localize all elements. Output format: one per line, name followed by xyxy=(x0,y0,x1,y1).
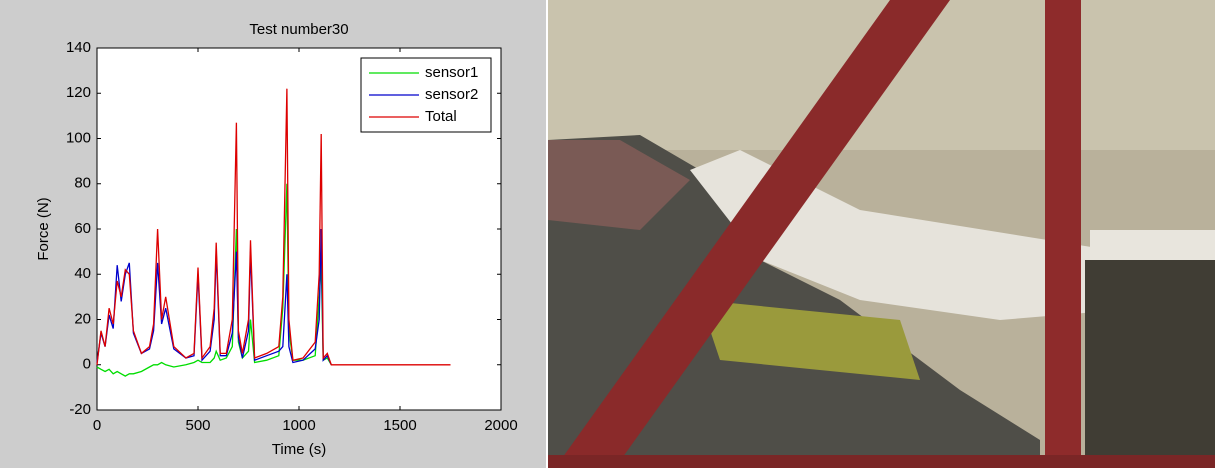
x-axis-label: Time (s) xyxy=(272,441,326,458)
x-tick-label: 1000 xyxy=(282,417,315,434)
y-tick-label: 0 xyxy=(83,356,91,373)
y-tick-label: 60 xyxy=(74,220,91,237)
legend-label: Total xyxy=(425,108,457,125)
y-tick-label: 40 xyxy=(74,265,91,282)
chart-title: Test number30 xyxy=(249,21,348,38)
series-line xyxy=(96,88,451,366)
y-tick-label: 140 xyxy=(66,39,91,56)
y-tick-label: 120 xyxy=(66,84,91,101)
x-tick-label: 2000 xyxy=(484,417,517,434)
legend-label: sensor1 xyxy=(425,64,478,81)
y-tick-label: 80 xyxy=(74,175,91,192)
x-tick-label: 500 xyxy=(185,417,210,434)
y-tick-label: -20 xyxy=(69,401,91,418)
y-axis-label: Force (N) xyxy=(35,197,52,260)
y-tick-label: 20 xyxy=(74,310,91,327)
legend-label: sensor2 xyxy=(425,86,478,103)
x-tick-label: 1500 xyxy=(383,417,416,434)
x-tick-label: 0 xyxy=(93,417,101,434)
y-tick-label: 100 xyxy=(66,129,91,146)
photo xyxy=(548,0,1215,468)
